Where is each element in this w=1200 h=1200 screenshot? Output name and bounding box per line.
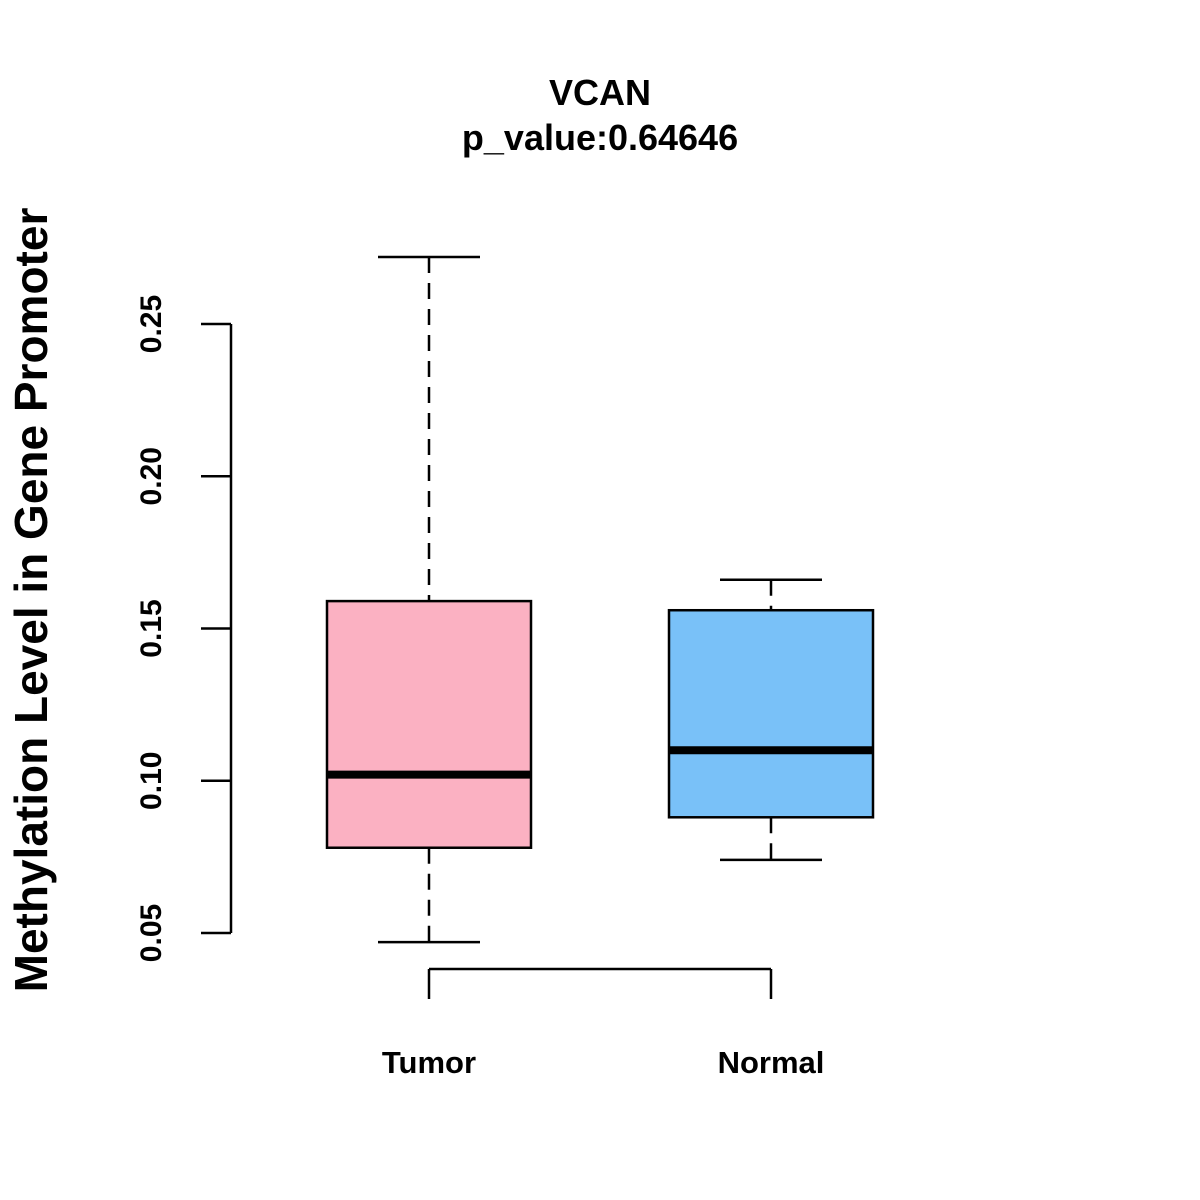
chart-subtitle: p_value:0.64646 <box>462 117 738 158</box>
y-axis: 0.05 0.10 0.15 0.20 0.25 <box>135 295 233 962</box>
category-label-normal: Normal <box>718 1045 825 1080</box>
category-labels: Tumor Normal <box>382 1045 824 1080</box>
category-label-tumor: Tumor <box>382 1045 476 1080</box>
x-axis-bracket <box>427 967 773 999</box>
y-tick-label: 0.25 <box>135 295 168 353</box>
boxes <box>325 255 875 944</box>
box-tumor <box>325 599 533 849</box>
y-tick-label: 0.20 <box>135 447 168 505</box>
y-tick-label: 0.15 <box>135 599 168 657</box>
y-tick-label: 0.05 <box>135 904 168 962</box>
chart-title: VCAN <box>549 72 651 113</box>
y-axis-label: Methylation Level in Gene Promoter <box>5 208 57 993</box>
y-tick-label: 0.10 <box>135 752 168 810</box>
box-normal <box>667 608 875 819</box>
